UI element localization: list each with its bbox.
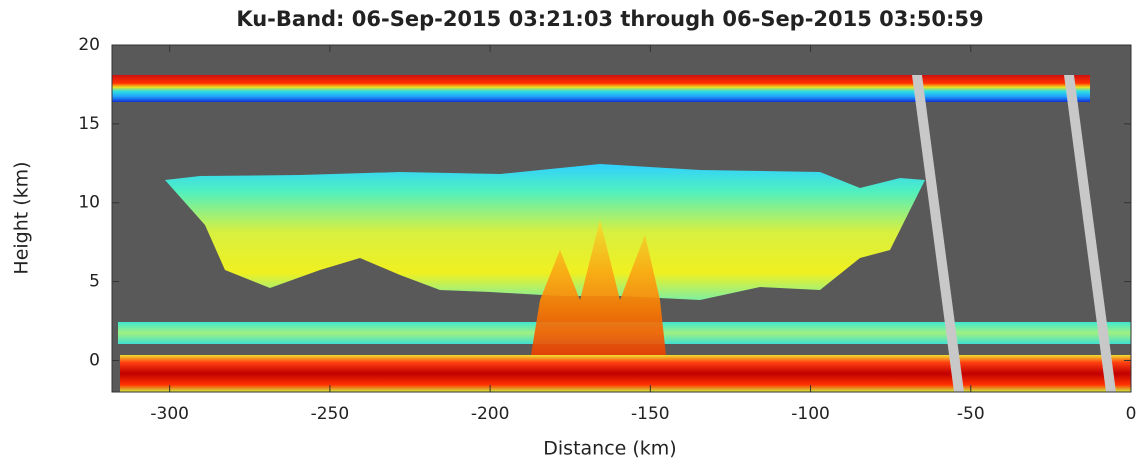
x-tick-label: -150 xyxy=(631,404,670,424)
y-tick-label: 15 xyxy=(78,114,100,134)
plot-area xyxy=(112,45,1131,392)
tropopause-band xyxy=(112,75,1090,102)
surface-band xyxy=(120,355,1131,392)
y-tick-label: 20 xyxy=(78,35,100,55)
plot-frame xyxy=(111,44,1132,393)
x-axis-label: Distance (km) xyxy=(543,438,676,460)
x-tick-label: 0 xyxy=(1126,404,1137,424)
cloud xyxy=(165,164,925,300)
gap-stripe xyxy=(1064,75,1116,392)
x-tick-label: -300 xyxy=(150,404,189,424)
chart-title: Ku-Band: 06-Sep-2015 03:21:03 through 06… xyxy=(236,7,983,31)
gap-stripe xyxy=(912,75,964,392)
x-tick-label: -100 xyxy=(791,404,830,424)
y-tick-label: 5 xyxy=(89,272,100,292)
convective-core xyxy=(525,220,670,392)
x-tick-label: -250 xyxy=(311,404,350,424)
y-tick-label: 10 xyxy=(78,193,100,213)
x-tick-label: -200 xyxy=(471,404,510,424)
y-axis-label: Height (km) xyxy=(11,161,33,274)
y-tick-label: 0 xyxy=(89,350,100,370)
x-tick-label: -50 xyxy=(957,404,985,424)
